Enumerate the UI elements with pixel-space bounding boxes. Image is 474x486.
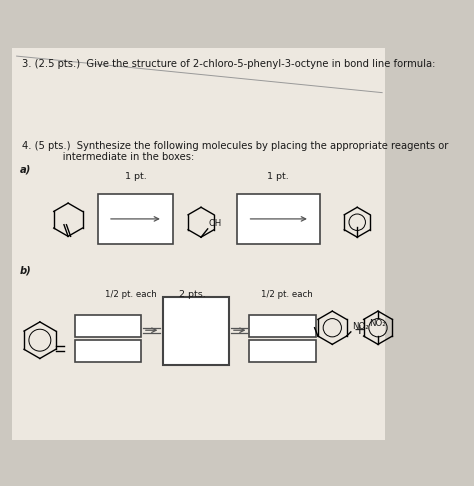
Text: 1/2 pt. each: 1/2 pt. each <box>261 290 312 299</box>
Text: NO₂: NO₂ <box>370 319 386 329</box>
Text: a): a) <box>20 164 31 174</box>
Text: 1 pt.: 1 pt. <box>267 173 289 181</box>
Text: OH: OH <box>209 219 222 228</box>
Text: +: + <box>354 323 365 337</box>
Text: 3. (2.5 pts.)  Give the structure of 2-chloro-5-phenyl-3-octyne in bond line for: 3. (2.5 pts.) Give the structure of 2-ch… <box>22 59 435 69</box>
Text: 1/2 pt. each: 1/2 pt. each <box>105 290 157 299</box>
Bar <box>75 340 141 362</box>
Bar <box>163 297 229 365</box>
Text: NO₂: NO₂ <box>352 322 368 331</box>
Text: b): b) <box>20 265 32 276</box>
Bar <box>237 194 320 244</box>
Bar <box>249 340 316 362</box>
Bar <box>98 194 173 244</box>
Bar <box>249 315 316 337</box>
Text: 4. (5 pts.)  Synthesize the following molecules by placing the appropriate reage: 4. (5 pts.) Synthesize the following mol… <box>22 141 448 151</box>
Text: 1 pt.: 1 pt. <box>125 173 146 181</box>
Text: 2 pts.: 2 pts. <box>179 290 206 299</box>
Bar <box>75 315 141 337</box>
Text: intermediate in the boxes:: intermediate in the boxes: <box>22 152 194 162</box>
